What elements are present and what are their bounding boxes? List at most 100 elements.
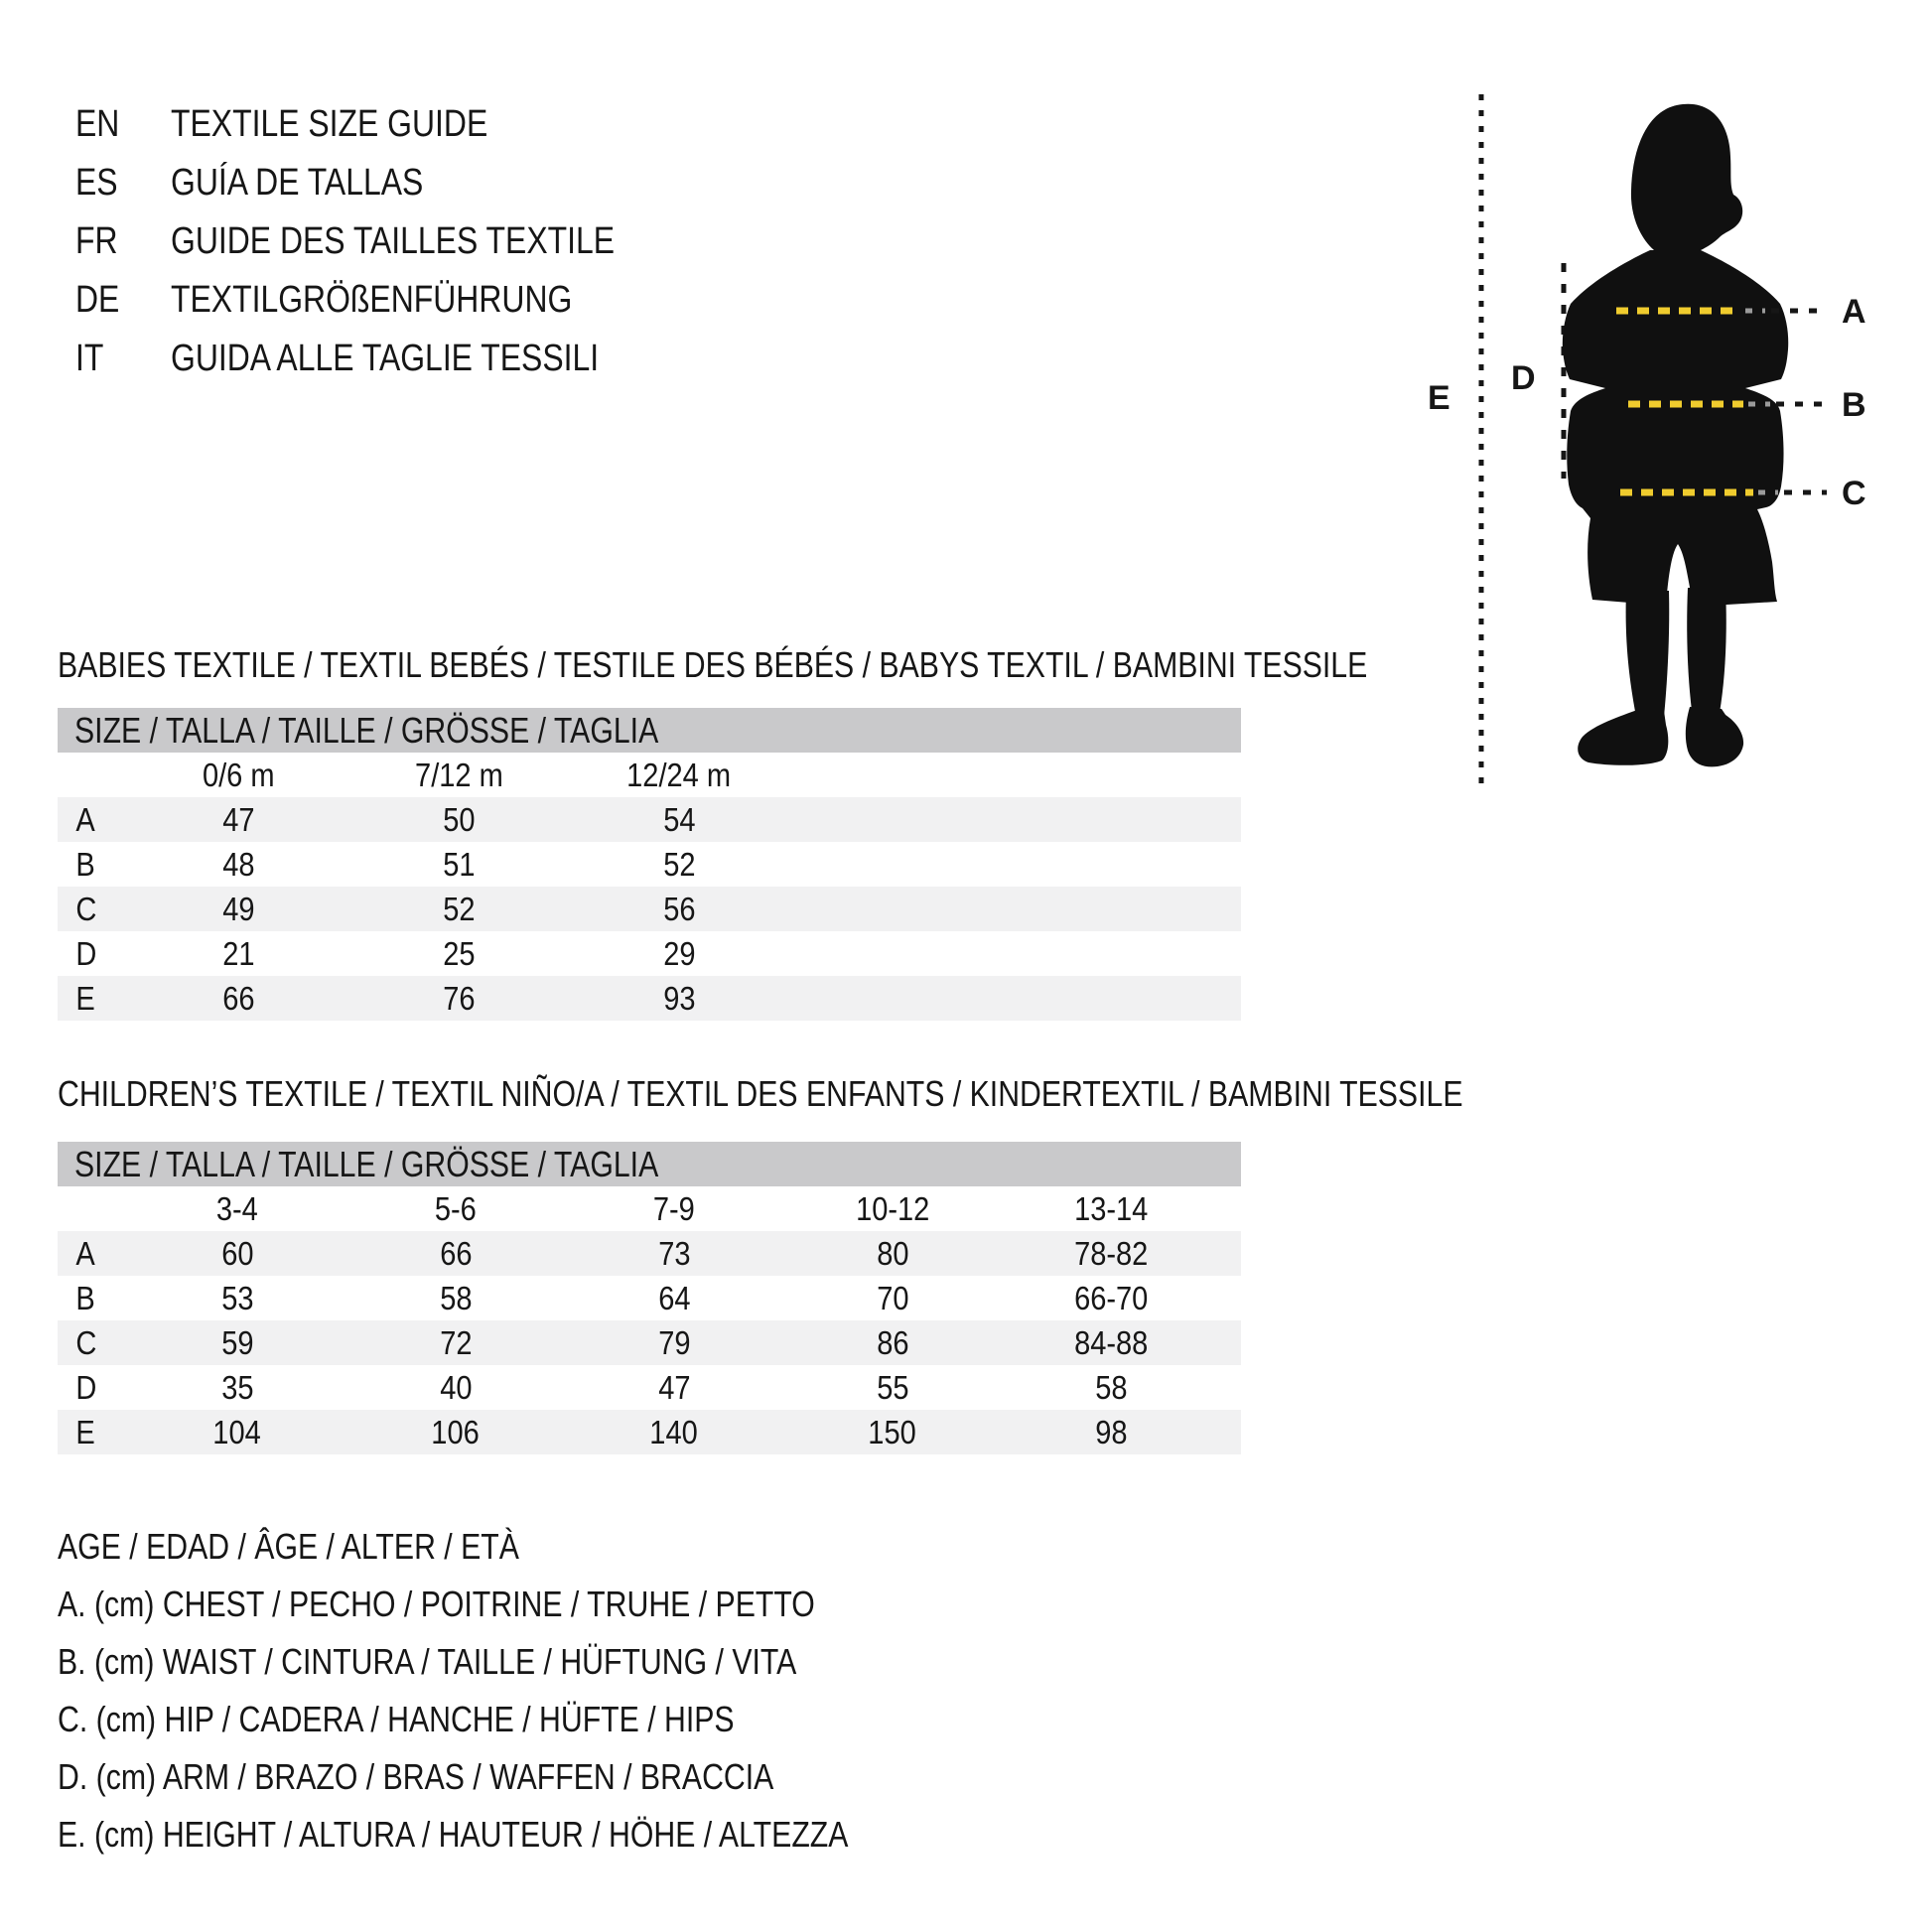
language-code: DE — [75, 279, 120, 321]
row-label-spacer — [58, 1186, 128, 1231]
language-row-es: ES GUÍA DE TALLAS — [75, 154, 969, 212]
table-cell: 64 — [657, 1280, 691, 1316]
legend-item-arm: D. (cm) ARM / BRAZO / BRAS / WAFFEN / BR… — [58, 1748, 999, 1806]
row-label: E — [75, 980, 95, 1017]
table-cell: 52 — [442, 891, 476, 927]
row-label: E — [75, 1414, 95, 1450]
figure-label-a: A — [1842, 293, 1866, 331]
table-cell: 55 — [876, 1369, 909, 1406]
table-row: D 21 25 29 — [58, 931, 1241, 976]
column-header: 10-12 — [855, 1190, 930, 1227]
table-cell: 58 — [439, 1280, 473, 1316]
language-row-fr: FR GUIDE DES TAILLES TEXTILE — [75, 212, 969, 271]
language-header: EN TEXTILE SIZE GUIDE ES GUÍA DE TALLAS … — [75, 95, 969, 388]
table-cell: 51 — [442, 846, 476, 883]
table-cell: 79 — [657, 1324, 691, 1361]
legend-age-text: AGE / EDAD / ÂGE / ALTER / ETÀ — [58, 1526, 519, 1567]
legend-item-text: A. (cm) CHEST / PECHO / POITRINE / TRUHE… — [58, 1584, 815, 1624]
language-row-de: DE TEXTILGRÖßENFÜHRUNG — [75, 271, 969, 330]
table-cell: 73 — [657, 1235, 691, 1272]
column-header: 0/6 m — [202, 757, 275, 793]
children-columns-row: 3-4 5-6 7-9 10-12 13-14 — [58, 1186, 1241, 1231]
language-title: GUIDA ALLE TAGLIE TESSILI — [171, 338, 600, 379]
row-label-spacer — [58, 753, 128, 797]
babies-columns-row: 0/6 m 7/12 m 12/24 m — [58, 753, 1241, 797]
table-cell: 80 — [876, 1235, 909, 1272]
language-title: GUÍA DE TALLAS — [171, 162, 424, 204]
babies-table-header-bar: SIZE / TALLA / TAILLE / GRÖSSE / TAGLIA — [58, 708, 1241, 753]
babies-size-table: SIZE / TALLA / TAILLE / GRÖSSE / TAGLIA … — [58, 708, 1241, 1021]
child-silhouette — [1562, 103, 1789, 767]
language-code: EN — [75, 103, 120, 145]
column-header: 12/24 m — [626, 757, 732, 793]
table-cell: 78-82 — [1073, 1235, 1149, 1272]
table-cell: 66-70 — [1073, 1280, 1149, 1316]
row-label: D — [75, 935, 97, 972]
table-row: A 47 50 54 — [58, 797, 1241, 842]
table-cell: 58 — [1094, 1369, 1128, 1406]
column-header: 7-9 — [653, 1190, 695, 1227]
size-header-label: SIZE / TALLA / TAILLE / GRÖSSE / TAGLIA — [74, 710, 659, 751]
figure-label-c: C — [1842, 475, 1866, 512]
table-row: D 35 40 47 55 58 — [58, 1365, 1241, 1410]
row-label: A — [75, 801, 95, 838]
children-section-title-text: CHILDREN’S TEXTILE / TEXTIL NIÑO/A / TEX… — [58, 1073, 1463, 1114]
table-row: A 60 66 73 80 78-82 — [58, 1231, 1241, 1276]
table-cell: 21 — [221, 935, 255, 972]
row-label: D — [75, 1369, 97, 1406]
legend-item-height: E. (cm) HEIGHT / ALTURA / HAUTEUR / HÖHE… — [58, 1806, 999, 1863]
language-title: GUIDE DES TAILLES TEXTILE — [171, 220, 616, 262]
column-header: 7/12 m — [414, 757, 503, 793]
table-cell: 86 — [876, 1324, 909, 1361]
legend-item-text: D. (cm) ARM / BRAZO / BRAS / WAFFEN / BR… — [58, 1756, 774, 1797]
figure-label-d: D — [1511, 359, 1536, 397]
measurement-legend: AGE / EDAD / ÂGE / ALTER / ETÀ A. (cm) C… — [58, 1518, 999, 1863]
table-cell: 47 — [221, 801, 255, 838]
language-code: IT — [75, 338, 104, 379]
table-cell: 93 — [662, 980, 696, 1017]
table-cell: 48 — [221, 846, 255, 883]
babies-section-title-text: BABIES TEXTILE / TEXTIL BEBÉS / TESTILE … — [58, 644, 1368, 685]
table-cell: 106 — [431, 1414, 481, 1450]
size-header-label: SIZE / TALLA / TAILLE / GRÖSSE / TAGLIA — [74, 1144, 659, 1184]
row-label: B — [75, 1280, 95, 1316]
table-cell: 98 — [1094, 1414, 1128, 1450]
table-cell: 84-88 — [1073, 1324, 1149, 1361]
table-cell: 50 — [442, 801, 476, 838]
column-header: 13-14 — [1073, 1190, 1149, 1227]
babies-section-title: BABIES TEXTILE / TEXTIL BEBÉS / TESTILE … — [58, 643, 1617, 687]
table-cell: 35 — [220, 1369, 254, 1406]
children-size-table: SIZE / TALLA / TAILLE / GRÖSSE / TAGLIA … — [58, 1142, 1241, 1454]
table-cell: 52 — [662, 846, 696, 883]
row-label: C — [75, 1324, 97, 1361]
table-cell: 53 — [220, 1280, 254, 1316]
legend-age-row: AGE / EDAD / ÂGE / ALTER / ETÀ — [58, 1518, 999, 1576]
table-cell: 104 — [212, 1414, 262, 1450]
table-row: C 59 72 79 86 84-88 — [58, 1320, 1241, 1365]
table-cell: 56 — [662, 891, 696, 927]
figure-label-e: E — [1428, 379, 1450, 417]
language-title: TEXTILE SIZE GUIDE — [171, 103, 488, 145]
table-cell: 72 — [439, 1324, 473, 1361]
table-cell: 66 — [439, 1235, 473, 1272]
children-table-header-bar: SIZE / TALLA / TAILLE / GRÖSSE / TAGLIA — [58, 1142, 1241, 1186]
legend-item-waist: B. (cm) WAIST / CINTURA / TAILLE / HÜFTU… — [58, 1633, 999, 1691]
column-header: 5-6 — [435, 1190, 477, 1227]
legend-item-text: B. (cm) WAIST / CINTURA / TAILLE / HÜFTU… — [58, 1641, 797, 1682]
language-row-en: EN TEXTILE SIZE GUIDE — [75, 95, 969, 154]
table-cell: 59 — [220, 1324, 254, 1361]
table-cell: 40 — [439, 1369, 473, 1406]
table-row: C 49 52 56 — [58, 887, 1241, 931]
table-row: B 53 58 64 70 66-70 — [58, 1276, 1241, 1320]
table-cell: 54 — [662, 801, 696, 838]
legend-item-text: E. (cm) HEIGHT / ALTURA / HAUTEUR / HÖHE… — [58, 1814, 849, 1855]
row-label: A — [75, 1235, 95, 1272]
table-cell: 47 — [657, 1369, 691, 1406]
table-cell: 150 — [868, 1414, 917, 1450]
language-code: ES — [75, 162, 118, 204]
table-row: E 66 76 93 — [58, 976, 1241, 1021]
measurement-figure: A B C D E — [1428, 94, 1866, 789]
legend-item-hip: C. (cm) HIP / CADERA / HANCHE / HÜFTE / … — [58, 1691, 999, 1748]
language-row-it: IT GUIDA ALLE TAGLIE TESSILI — [75, 330, 969, 388]
